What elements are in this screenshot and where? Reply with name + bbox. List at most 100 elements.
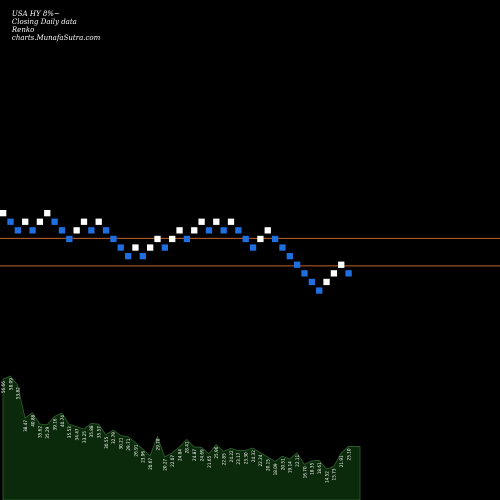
renko-brick-7 [51,218,58,225]
renko-brick-45 [330,270,338,277]
renko-brick-28 [205,227,213,234]
volume-label-5: 35.62 [38,426,43,438]
volume-label-20: 20.67 [148,458,153,470]
volume-label-45: 15.73 [332,468,337,480]
volume-label-36: 20.15 [266,459,271,471]
volume-label-29: 25.96 [214,446,219,458]
volume-label-44: 14.52 [324,471,329,483]
renko-brick-20 [147,244,154,251]
renko-brick-43 [316,287,323,294]
volume-label-17: 29.71 [126,438,131,450]
renko-brick-14 [102,227,110,234]
volume-label-46: 21.91 [339,455,344,467]
renko-brick-12 [88,227,95,234]
volume-label-30: 22.85 [222,453,227,465]
renko-brick-6 [44,210,51,217]
volume-label-28: 21.65 [207,455,212,467]
renko-brick-10 [73,227,80,234]
volume-label-40: 22.11 [295,455,300,467]
renko-brick-2 [14,227,21,234]
volume-label-39: 19.14 [288,461,293,473]
volume-label-23: 22.07 [170,455,175,467]
volume-label-0: 56.66 [1,381,6,393]
volume-label-6: 35.29 [45,426,50,438]
chart-kind-label: Renko [11,26,35,34]
volume-label-2: 53.82 [16,387,21,399]
volume-label-41: 16.70 [302,466,307,478]
mode-label: Closing Daily data [11,18,77,26]
renko-brick-9 [66,235,73,243]
volume-label-4: 40.88 [30,414,35,426]
renko-brick-25 [183,235,191,243]
volume-label-12: 35.88 [89,425,94,437]
renko-brick-41 [301,270,308,277]
volume-label-7: 39.16 [52,418,57,430]
renko-brick-8 [58,227,66,234]
renko-brick-16 [117,244,124,251]
renko-brick-29 [213,218,220,225]
renko-brick-18 [132,244,139,251]
volume-label-43: 18.61 [317,462,322,474]
renko-brick-23 [169,235,176,243]
volume-label-33: 23.30 [244,452,249,464]
renko-brick-35 [257,235,264,243]
renko-brick-39 [286,253,293,260]
volume-label-21: 29.78 [155,438,160,450]
volume-label-18: 26.91 [133,444,138,456]
renko-brick-44 [323,278,330,286]
renko-brick-37 [271,235,279,243]
volume-label-10: 34.47 [75,428,80,440]
renko-brick-3 [22,218,29,225]
renko-brick-33 [242,235,249,243]
renko-brick-5 [36,218,44,225]
renko-brick-36 [264,227,271,234]
renko-brick-24 [176,227,183,234]
volume-label-8: 40.74 [60,415,65,427]
renko-brick-17 [124,253,132,260]
volume-label-25: 28.41 [185,441,190,453]
renko-brick-15 [110,235,117,243]
volume-area [2,375,361,500]
volume-label-9: 35.53 [67,426,72,438]
volume-label-24: 24.84 [177,449,182,461]
renko-brick-4 [29,227,36,234]
volume-label-34: 24.32 [251,450,256,462]
renko-brick-11 [80,218,88,225]
renko-brick-19 [139,253,146,260]
volume-label-19: 23.96 [141,451,146,463]
renko-brick-46 [338,261,345,268]
volume-label-15: 32.79 [111,432,116,444]
renko-brick-40 [294,261,301,268]
renko-brick-27 [198,218,205,225]
renko-brick-1 [7,218,14,225]
chart-header: USA HY 8%~ Closing Daily data Renko char… [3,2,106,50]
renko-brick-21 [154,235,161,243]
volume-label-31: 24.22 [229,450,234,462]
volume-label-42: 18.35 [310,463,315,475]
volume-label-27: 24.69 [199,449,204,461]
volume-label-32: 23.17 [236,452,241,464]
renko-brick-42 [308,278,315,286]
volume-label-35: 22.24 [258,454,263,466]
renko-brick-26 [191,227,198,234]
volume-label-16: 30.21 [119,437,124,449]
renko-brick-13 [95,218,102,225]
volume-label-22: 20.27 [163,458,168,470]
volume-label-13: 35.57 [97,426,102,438]
renko-brick-0 [0,210,7,217]
renko-brick-22 [161,244,168,251]
volume-label-3: 38.47 [23,420,28,432]
volume-label-14: 30.55 [104,437,109,449]
volume-label-1: 58.09 [8,378,13,390]
renko-brick-47 [345,270,352,277]
volume-label-38: 20.51 [280,458,285,470]
renko-brick-38 [279,244,286,251]
site-label: charts.MunafaSutra.com [11,34,101,42]
renko-brick-32 [235,227,242,234]
renko-brick-34 [249,244,257,251]
renko-brick-30 [220,227,227,234]
symbol-label: USA HY 8%~ [11,10,60,18]
volume-label-47: 25.10 [346,448,351,460]
